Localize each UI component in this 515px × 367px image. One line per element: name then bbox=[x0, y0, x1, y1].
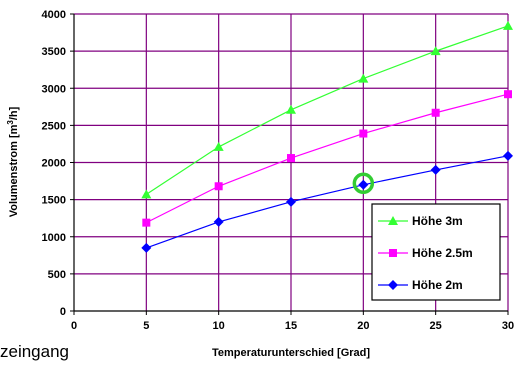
y-tick-label: 1000 bbox=[42, 232, 66, 244]
x-tick-label: 0 bbox=[71, 320, 77, 332]
series-line bbox=[146, 93, 509, 224]
legend-label: Höhe 2.5m bbox=[412, 246, 473, 260]
data-point bbox=[359, 129, 368, 138]
highlight-circle bbox=[352, 172, 375, 195]
legend-entry: Höhe 2.5m bbox=[378, 246, 473, 260]
legend-marker bbox=[389, 249, 397, 257]
data-point bbox=[358, 179, 369, 190]
y-tick-label: 2000 bbox=[42, 158, 66, 170]
legend-marker bbox=[388, 280, 398, 290]
cut-off-text: zeingang bbox=[0, 342, 70, 361]
y-tick-label: 500 bbox=[48, 269, 66, 281]
data-point bbox=[142, 218, 151, 227]
series-line bbox=[146, 25, 509, 195]
y-axis-label: Volumenstrom [m3/h] bbox=[6, 106, 20, 217]
data-point bbox=[503, 150, 513, 161]
data-point bbox=[358, 73, 369, 83]
series-group bbox=[141, 20, 513, 253]
legend: Höhe 3m Höhe 2.5m Höhe 2m bbox=[371, 203, 501, 301]
y-tick-label: 3000 bbox=[42, 83, 66, 95]
data-point bbox=[503, 20, 513, 30]
y-tick-label: 1500 bbox=[42, 195, 66, 207]
x-tick-label: 10 bbox=[213, 320, 225, 332]
x-axis-label: Temperaturunterschied [Grad] bbox=[212, 347, 370, 359]
y-tick-label: 3500 bbox=[42, 46, 66, 58]
legend-entry: Höhe 3m bbox=[378, 214, 463, 228]
x-tick-label: 30 bbox=[502, 320, 514, 332]
data-point bbox=[286, 196, 296, 207]
legend-marker bbox=[388, 216, 398, 225]
data-point bbox=[141, 189, 152, 199]
tick-labels: 0 500 1000 1500 2000 2500 3000 3500 4000 0 5 10 15 20… bbox=[42, 9, 515, 332]
x-tick-label: 15 bbox=[285, 320, 297, 332]
y-tick-label: 4000 bbox=[42, 9, 66, 21]
series-0 bbox=[141, 20, 513, 199]
y-tick-label: 0 bbox=[60, 306, 66, 318]
data-point bbox=[287, 154, 295, 163]
legend-entry: Höhe 2m bbox=[378, 278, 463, 292]
data-point bbox=[213, 216, 224, 227]
legend-label: Höhe 3m bbox=[412, 214, 463, 228]
x-tick-label: 5 bbox=[143, 320, 149, 332]
legend-label: Höhe 2m bbox=[412, 278, 463, 292]
data-point bbox=[504, 90, 512, 99]
x-tick-label: 20 bbox=[357, 320, 369, 332]
data-point bbox=[213, 141, 224, 151]
data-point bbox=[430, 164, 441, 175]
series-1 bbox=[142, 90, 512, 227]
x-tick-label: 25 bbox=[430, 320, 442, 332]
series-line bbox=[146, 155, 509, 249]
data-point bbox=[431, 108, 440, 117]
data-point bbox=[286, 104, 296, 114]
data-point bbox=[214, 182, 223, 191]
data-point bbox=[430, 46, 441, 56]
series-2 bbox=[141, 150, 513, 253]
y-tick-label: 2500 bbox=[42, 120, 66, 132]
data-point bbox=[141, 242, 152, 253]
axes bbox=[70, 13, 509, 315]
